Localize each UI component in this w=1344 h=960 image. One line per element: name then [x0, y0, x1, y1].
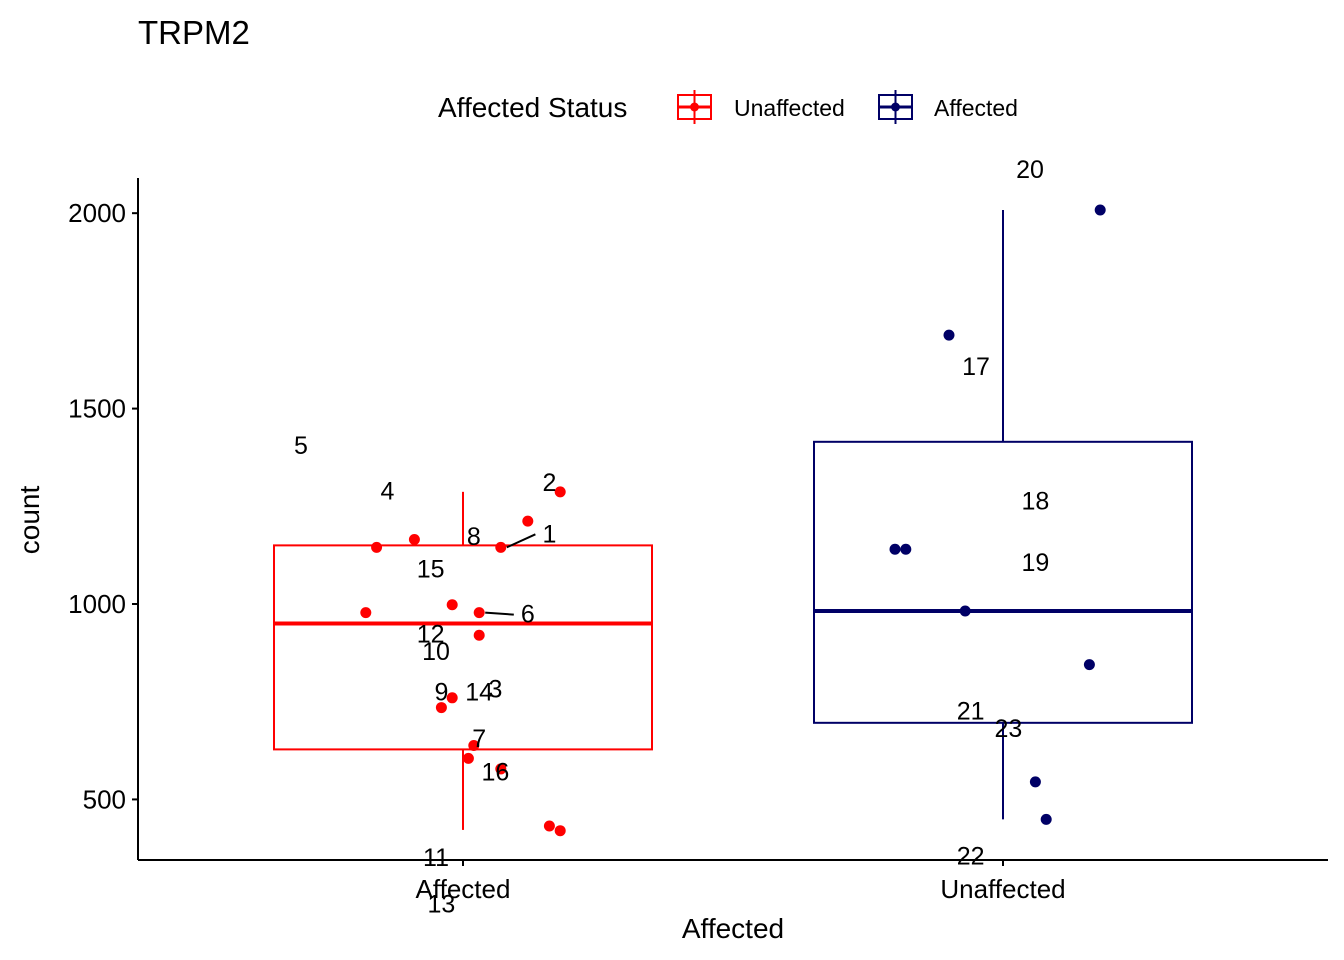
data-point — [360, 607, 372, 619]
data-point — [408, 534, 420, 546]
box-affected — [273, 491, 653, 830]
legend-label: Unaffected — [734, 95, 845, 121]
point-label: 21 — [957, 698, 985, 726]
boxes — [273, 210, 1193, 830]
x-tick-label: Affected — [416, 874, 511, 904]
point-label: 14 — [465, 678, 493, 706]
label-leader-line — [506, 533, 536, 549]
point-label: 22 — [957, 842, 985, 870]
label-leader-line — [485, 611, 514, 616]
point-label: 3 — [488, 675, 502, 703]
data-point — [468, 739, 480, 751]
legend-entry-unaffected: Unaffected — [677, 90, 845, 124]
box-body — [273, 544, 653, 751]
data-point — [543, 820, 555, 832]
y-tick-label: 2000 — [68, 198, 126, 228]
point-label: 6 — [521, 601, 535, 629]
data-point — [473, 629, 485, 641]
data-point — [495, 763, 507, 775]
point-label: 13 — [427, 891, 455, 919]
data-point — [522, 515, 534, 527]
legend-label: Affected — [934, 95, 1018, 121]
data-point — [462, 752, 474, 764]
axes: 500 1000 1500 2000 Affected Unaffected — [68, 178, 1328, 904]
y-tick-label: 1000 — [68, 589, 126, 619]
legend-key-point — [690, 102, 699, 112]
data-point — [554, 486, 566, 498]
data-point — [446, 599, 458, 611]
point-label: 5 — [294, 432, 308, 460]
data-point — [473, 607, 485, 619]
y-tick-label: 500 — [83, 784, 126, 814]
data-point — [1029, 776, 1041, 788]
chart-title: TRPM2 — [138, 14, 250, 51]
data-point — [1094, 204, 1106, 216]
x-tick-label: Unaffected — [940, 874, 1065, 904]
data-point — [554, 825, 566, 837]
legend-title: Affected Status — [438, 92, 627, 123]
point-label: 20 — [1016, 156, 1044, 184]
data-point — [495, 541, 507, 553]
box-body — [813, 440, 1193, 724]
x-axis-title: Affected — [682, 913, 784, 944]
point-label: 11 — [423, 844, 449, 872]
y-tick-label: 1500 — [68, 394, 126, 424]
point-label: 12 — [417, 621, 445, 649]
point-label: 8 — [467, 523, 481, 551]
point-label: 10 — [422, 638, 450, 666]
point-label: 18 — [1021, 487, 1049, 515]
point-label: 9 — [434, 678, 448, 706]
data-point — [1083, 659, 1095, 671]
data-point — [446, 692, 458, 704]
legend-key-point — [891, 102, 900, 112]
point-label: 23 — [994, 715, 1022, 743]
point-label: 19 — [1021, 549, 1049, 577]
point-label: 7 — [472, 725, 486, 753]
data-point — [943, 329, 955, 341]
point-label: 2 — [542, 469, 556, 497]
data-point — [900, 543, 912, 555]
point-label: 17 — [962, 353, 990, 381]
point-label: 15 — [417, 555, 445, 583]
point-label: 4 — [380, 478, 394, 506]
point-label: 16 — [481, 759, 509, 787]
points — [360, 204, 1106, 837]
box-unaffected — [813, 210, 1193, 820]
legend-entry-affected: Affected — [878, 90, 1018, 124]
legend: Affected Status Unaffected Affected — [438, 90, 1018, 124]
data-point — [889, 543, 901, 555]
data-point — [371, 541, 383, 553]
data-point — [435, 702, 447, 714]
y-axis-title: count — [14, 486, 45, 555]
point-label: 1 — [542, 520, 556, 548]
data-point — [959, 605, 971, 617]
data-point — [1040, 813, 1052, 825]
